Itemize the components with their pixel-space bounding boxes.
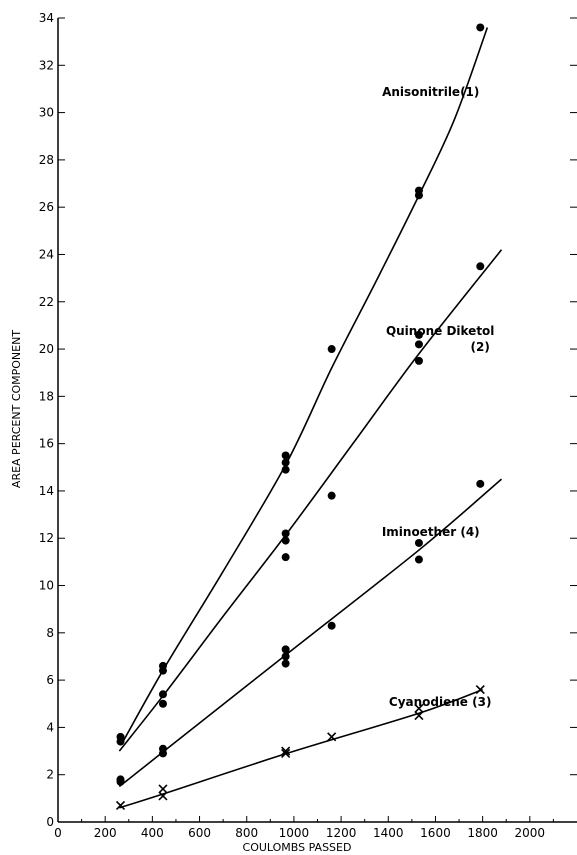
data-point-quinone-diketol [414, 356, 423, 365]
series-quinone-diketol: Quinone Diketol (2) [118, 249, 503, 752]
x-tick-label: 1800 [467, 826, 498, 840]
data-point-anisonitrile [281, 465, 290, 474]
y-tick-label: 6 [46, 673, 54, 687]
data-point-anisonitrile [281, 458, 290, 467]
y-tick-label: 10 [39, 579, 54, 593]
y-tick-label: 26 [39, 200, 54, 214]
data-point-iminoether [414, 555, 423, 564]
data-point-iminoether [476, 479, 485, 488]
series-group: Anisonitrile(1) Quinone Diketol (2) Iminoet… [115, 23, 503, 811]
data-point-anisonitrile [158, 666, 167, 675]
data-point-anisonitrile [116, 737, 125, 746]
series-iminoether: Iminoether (4) [116, 478, 503, 788]
series-anisonitrile: Anisonitrile(1) [116, 23, 489, 746]
x-tick-label: 1600 [420, 826, 451, 840]
series-label-anisonitrile: Anisonitrile(1) [382, 85, 479, 99]
data-point-cyanodiene [414, 711, 424, 721]
x-tick-label: 400 [141, 826, 164, 840]
data-point-cyanodiene [327, 732, 337, 742]
data-point-cyanodiene [414, 703, 424, 714]
y-tick-label: 34 [39, 11, 54, 25]
y-tick-label: 8 [46, 626, 54, 640]
data-point-cyanodiene [158, 791, 168, 801]
x-tick-label: 2000 [515, 826, 546, 840]
x-axis-title: COULOMBS PASSED [243, 841, 352, 854]
y-tick-label: 32 [39, 58, 54, 72]
series-label-quinone-diketol: (2) [471, 340, 490, 354]
data-point-anisonitrile [476, 23, 485, 32]
y-tick-label: 22 [39, 295, 54, 309]
data-point-anisonitrile [281, 451, 290, 460]
x-tick-label: 1200 [326, 826, 357, 840]
data-point-anisonitrile [414, 191, 423, 200]
y-tick-label: 14 [39, 484, 54, 498]
data-point-quinone-diketol [476, 262, 485, 271]
data-point-quinone-diketol [281, 529, 290, 538]
data-point-cyanodiene [115, 800, 126, 811]
data-point-cyanodiene [158, 784, 168, 794]
data-point-iminoether [158, 749, 167, 758]
y-tick-label: 20 [39, 342, 54, 356]
series-label-cyanodiene: Cyanodiene (3) [389, 695, 492, 709]
x-tick-label: 600 [188, 826, 211, 840]
y-tick-label: 0 [46, 815, 54, 829]
data-point-iminoether [281, 659, 290, 668]
data-point-quinone-diketol [281, 536, 290, 545]
data-point-quinone-diketol [158, 690, 167, 699]
data-point-cyanodiene [281, 748, 291, 758]
data-point-cyanodiene [475, 685, 485, 695]
data-point-iminoether [414, 538, 423, 547]
data-point-iminoether [281, 652, 290, 661]
data-point-quinone-diketol [158, 699, 167, 708]
series-line-quinone-diketol [118, 249, 503, 752]
data-point-quinone-diketol [414, 330, 423, 339]
y-tick-label: 12 [39, 531, 54, 545]
y-tick-label: 2 [46, 768, 54, 782]
series-label-iminoether: Iminoether (4) [382, 525, 480, 539]
data-point-iminoether [327, 621, 336, 630]
data-point-quinone-diketol [327, 491, 336, 500]
data-point-quinone-diketol [281, 553, 290, 562]
x-tick-label: 200 [94, 826, 117, 840]
y-axis-title: AREA PERCENT COMPONENT [10, 330, 23, 488]
series-line-anisonitrile [120, 27, 489, 745]
data-point-quinone-diketol [414, 340, 423, 349]
x-tick-label: 0 [54, 826, 62, 840]
x-tick-label: 800 [235, 826, 258, 840]
series-cyanodiene: Cyanodiene (3) [115, 685, 492, 811]
x-axis: 0 200 400 600 800 1000 1200 1400 1600 1800 2000 [54, 816, 577, 840]
data-point-iminoether [281, 645, 290, 654]
y-tick-label: 4 [46, 720, 54, 734]
data-point-anisonitrile [327, 345, 336, 354]
series-label-quinone-diketol: Quinone Diketol [386, 324, 494, 338]
x-tick-label: 1000 [279, 826, 310, 840]
y-tick-label: 28 [39, 153, 54, 167]
y-tick-label: 24 [39, 247, 54, 261]
y-tick-label: 16 [39, 437, 54, 451]
data-point-cyanodiene [281, 746, 291, 756]
x-tick-label: 1400 [373, 826, 404, 840]
y-tick-label: 30 [39, 106, 54, 120]
y-tick-label: 18 [39, 389, 54, 403]
data-point-iminoether [116, 777, 125, 786]
